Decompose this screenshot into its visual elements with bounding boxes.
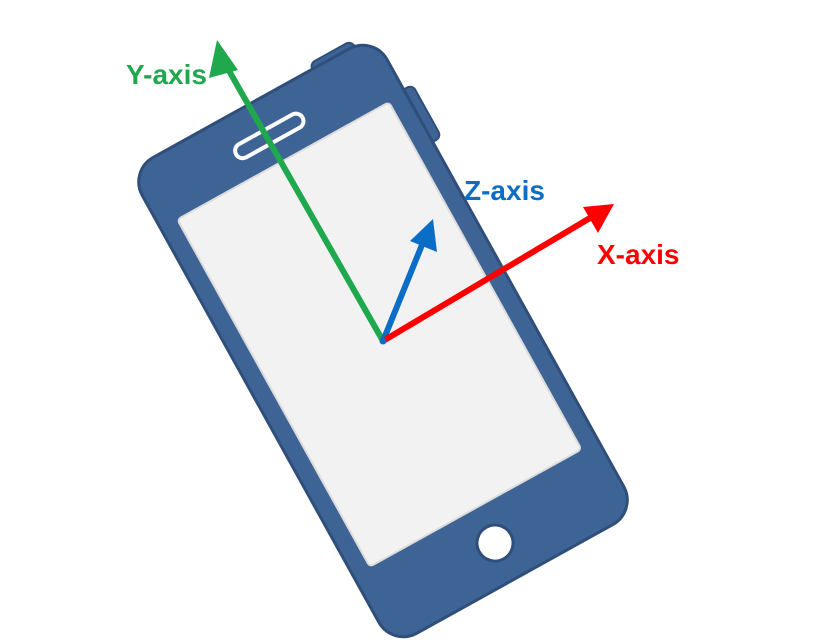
x-axis-label: X-axis bbox=[597, 239, 680, 270]
x-axis-line bbox=[380, 215, 593, 344]
x-axis-arrowhead bbox=[583, 204, 614, 233]
z-axis-line bbox=[380, 237, 427, 344]
z-axis-label: Z-axis bbox=[464, 175, 545, 206]
origin-point bbox=[379, 337, 387, 345]
y-axis-label: Y-axis bbox=[126, 59, 207, 90]
phone-home-button bbox=[475, 523, 515, 563]
z-axis bbox=[380, 219, 437, 344]
y-axis bbox=[209, 40, 386, 344]
y-axis-line bbox=[221, 59, 386, 344]
x-axis bbox=[380, 204, 614, 344]
y-axis-arrowhead bbox=[209, 40, 238, 78]
z-axis-arrowhead bbox=[410, 219, 437, 252]
